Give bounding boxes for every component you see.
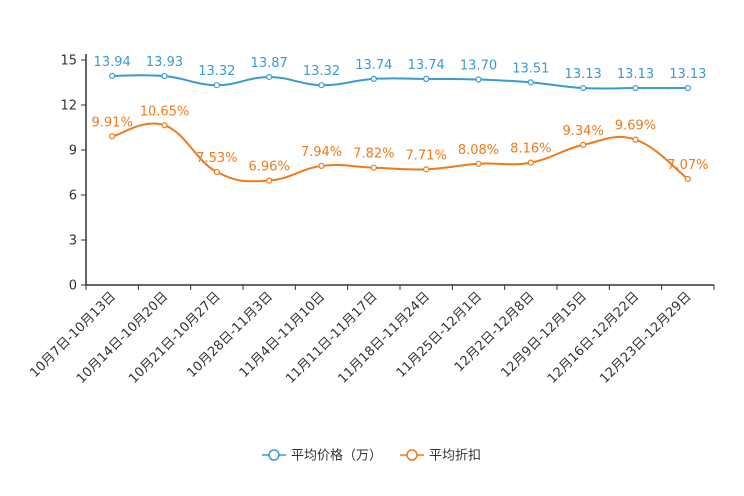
series-line-avg-discount bbox=[111, 122, 689, 183]
data-label: 13.32 bbox=[198, 64, 235, 79]
data-label: 10.65% bbox=[140, 104, 190, 119]
data-label: 9.34% bbox=[563, 124, 604, 139]
legend-marker bbox=[406, 449, 418, 461]
data-point bbox=[213, 168, 220, 176]
data-label: 9.69% bbox=[615, 119, 656, 134]
y-tick-label: 12 bbox=[60, 99, 77, 114]
data-label: 7.71% bbox=[406, 148, 447, 163]
x-tick-label: 12月16日-12月22日 bbox=[545, 289, 642, 386]
data-label: 7.82% bbox=[353, 147, 394, 162]
data-point bbox=[213, 82, 220, 89]
data-point bbox=[684, 175, 691, 183]
data-label: 13.51 bbox=[512, 61, 549, 76]
data-label: 7.07% bbox=[667, 158, 708, 173]
x-tick-label: 12月23日-12月29日 bbox=[597, 289, 694, 386]
y-tick-label: 15 bbox=[60, 54, 77, 69]
legend-label: 平均折扣 bbox=[429, 449, 481, 464]
data-label: 13.13 bbox=[669, 67, 706, 82]
data-label: 7.53% bbox=[196, 151, 237, 166]
x-tick-label: 11月18日-11月24日 bbox=[336, 289, 433, 386]
y-tick-label: 6 bbox=[69, 189, 77, 204]
data-label: 9.91% bbox=[92, 115, 133, 130]
data-point bbox=[580, 84, 587, 92]
data-point bbox=[370, 164, 377, 171]
data-point bbox=[475, 160, 482, 167]
data-point bbox=[161, 122, 168, 129]
legend-marker bbox=[268, 449, 280, 461]
data-label: 13.93 bbox=[146, 55, 183, 70]
data-point bbox=[527, 159, 534, 166]
data-point bbox=[475, 76, 482, 83]
data-label: 13.74 bbox=[408, 58, 445, 73]
data-label: 13.13 bbox=[617, 67, 654, 82]
data-point bbox=[266, 73, 273, 81]
y-tick-label: 3 bbox=[69, 234, 77, 249]
data-label: 8.08% bbox=[458, 143, 499, 158]
data-label: 13.74 bbox=[355, 58, 392, 73]
data-label: 13.87 bbox=[251, 56, 288, 71]
data-point bbox=[266, 177, 273, 184]
x-tick-label: 10月7日-10月13日 bbox=[27, 289, 119, 381]
data-label: 13.32 bbox=[303, 64, 340, 79]
data-point bbox=[527, 79, 534, 86]
data-point bbox=[632, 84, 639, 92]
x-tick-label: 10月21日-10月27日 bbox=[126, 289, 223, 386]
data-label: 6.96% bbox=[249, 160, 290, 175]
data-label: 7.94% bbox=[301, 145, 342, 160]
data-point bbox=[318, 162, 325, 169]
x-tick-label: 11月11日-11月17日 bbox=[283, 289, 380, 386]
data-label: 13.70 bbox=[460, 59, 497, 74]
legend-label: 平均价格（万） bbox=[291, 448, 382, 464]
series-line-avg-price bbox=[112, 74, 688, 90]
y-tick-label: 9 bbox=[69, 144, 77, 159]
data-point bbox=[632, 136, 639, 143]
data-label: 13.94 bbox=[94, 55, 131, 70]
data-point bbox=[109, 133, 116, 140]
data-point bbox=[370, 75, 377, 83]
data-point bbox=[109, 72, 116, 80]
data-label: 8.16% bbox=[510, 142, 551, 157]
data-point bbox=[318, 82, 325, 89]
data-point bbox=[423, 166, 430, 173]
data-point bbox=[161, 72, 168, 80]
data-label: 13.13 bbox=[565, 67, 602, 82]
data-point bbox=[580, 141, 587, 148]
data-point bbox=[423, 75, 430, 83]
y-tick-label: 0 bbox=[69, 279, 77, 294]
data-point bbox=[684, 84, 691, 92]
x-tick-label: 10月14日-10月20日 bbox=[74, 289, 171, 386]
